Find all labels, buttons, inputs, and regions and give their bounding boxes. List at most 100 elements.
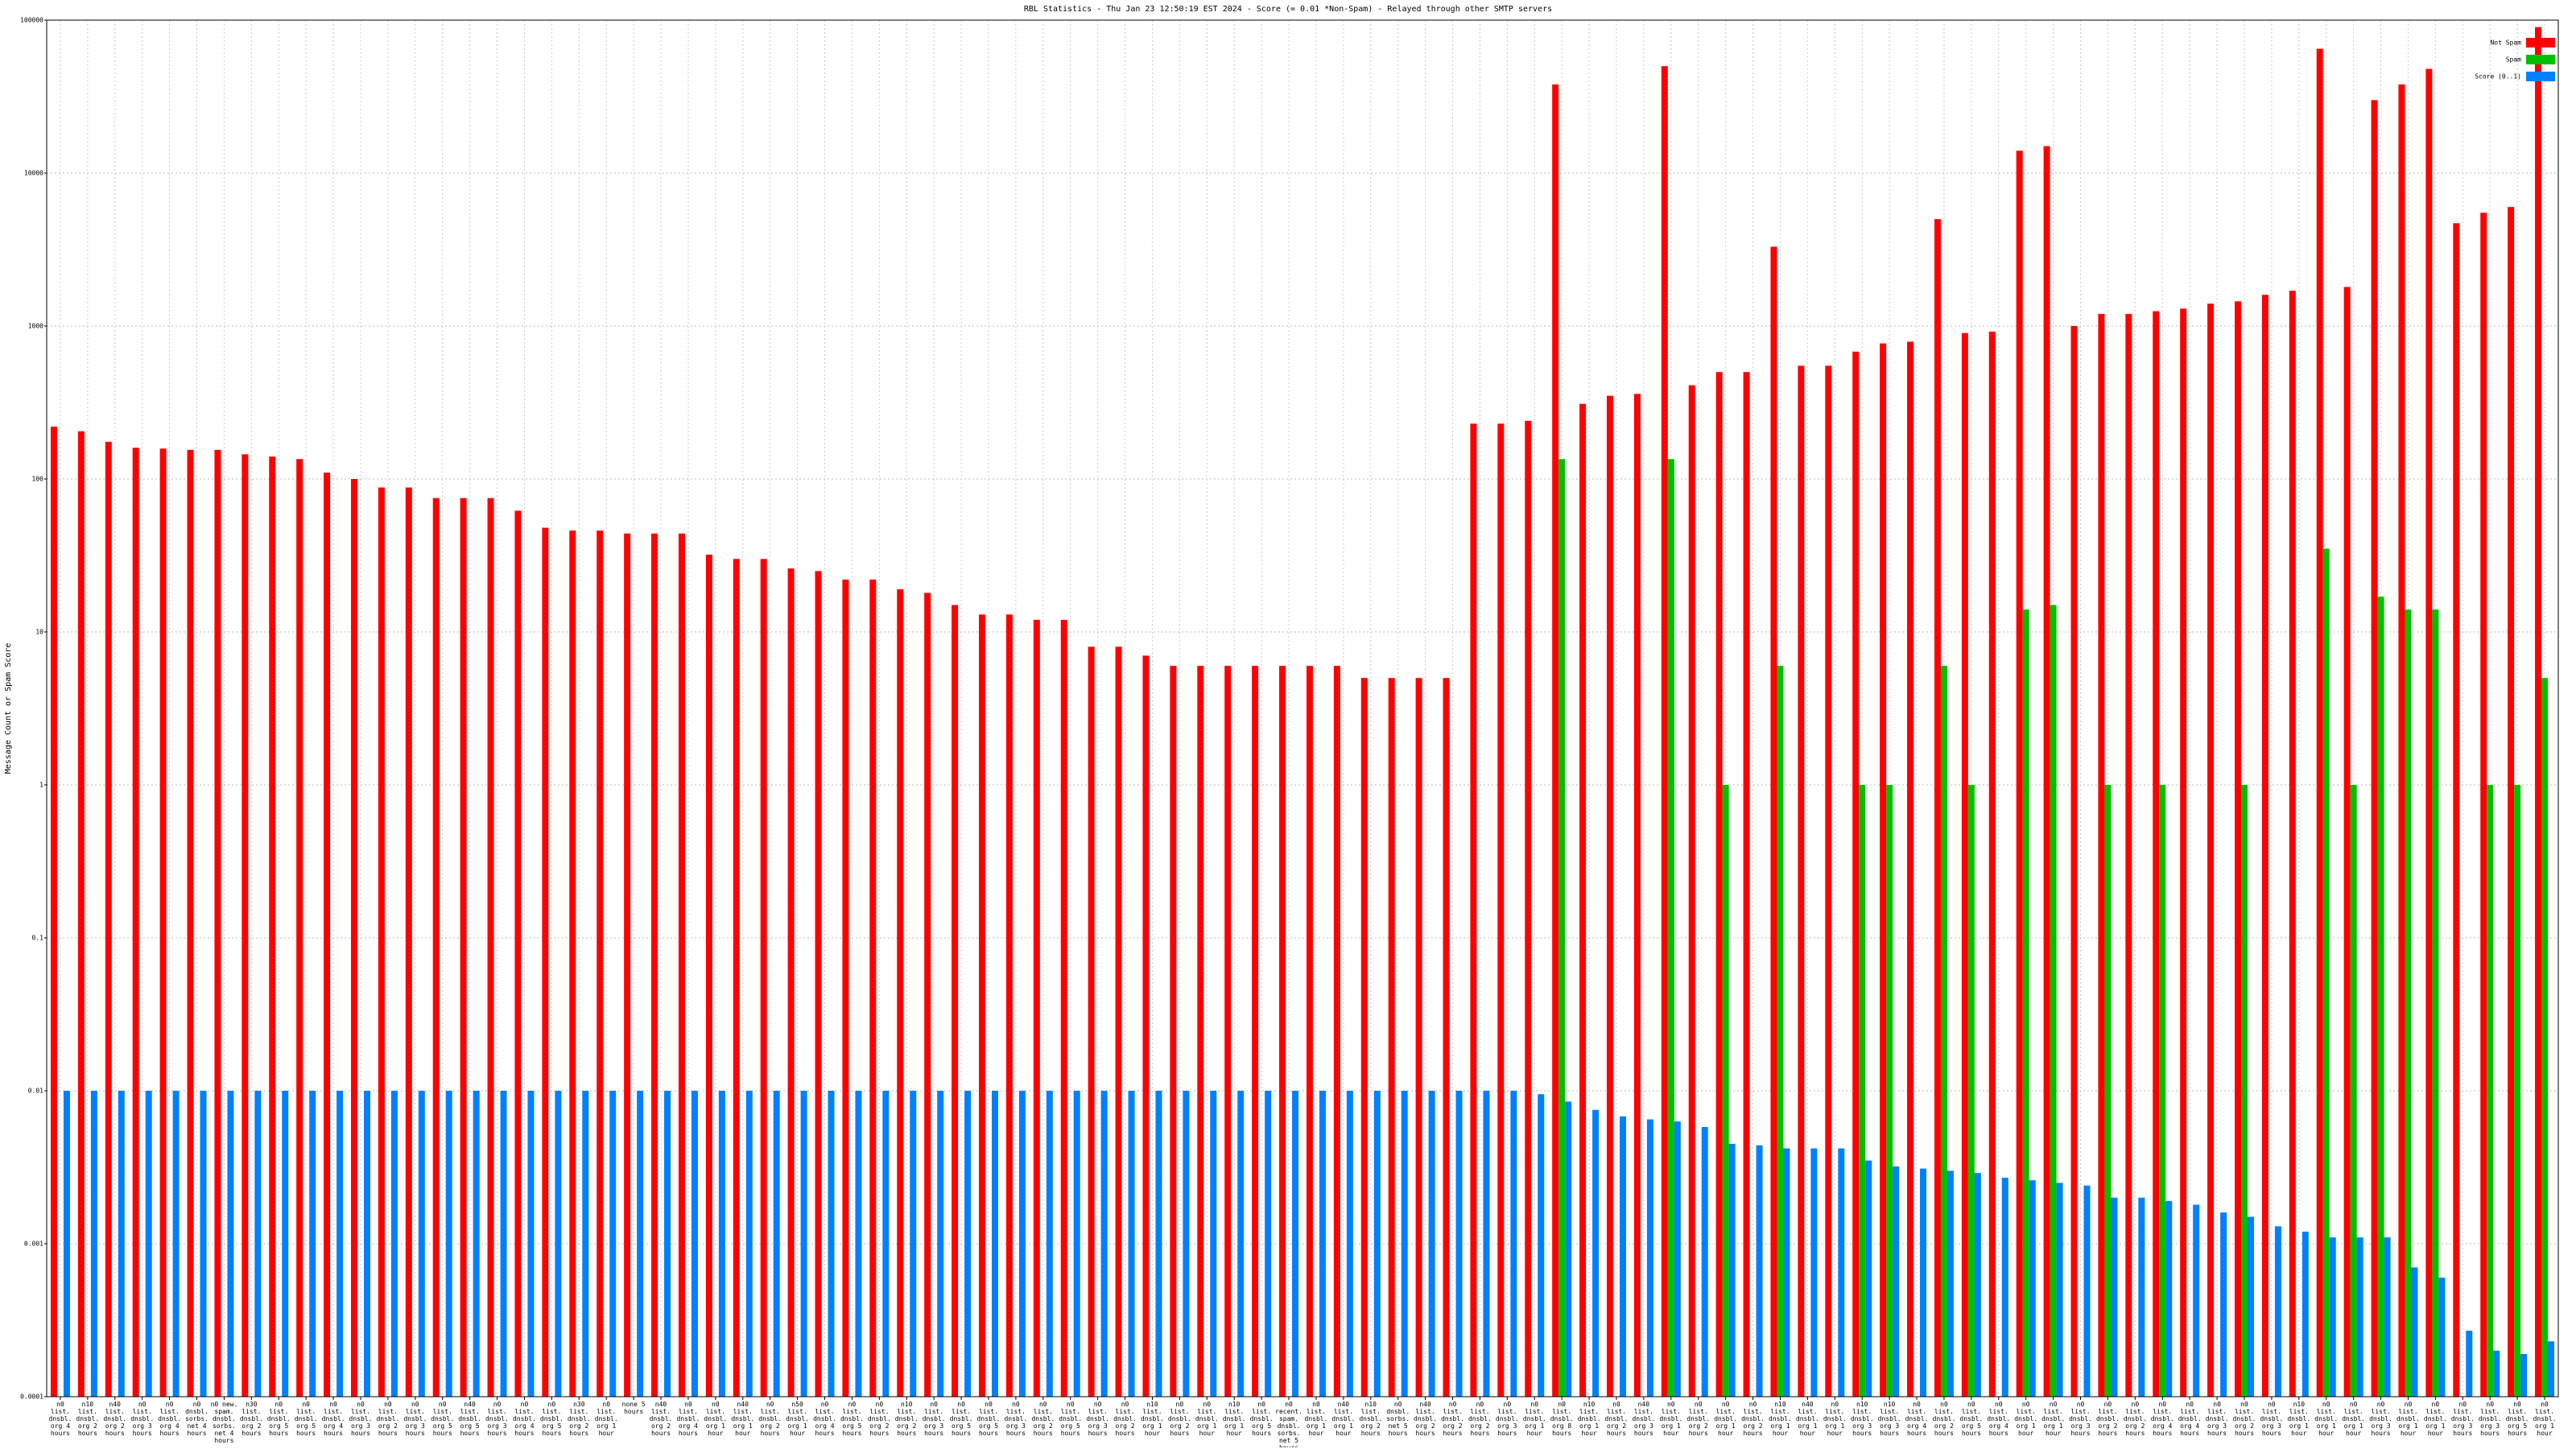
x-tick-label: n0 list. dnsbl. org 2 hours: [2232, 1401, 2256, 1437]
bar: [1825, 365, 1832, 1397]
bar: [773, 1091, 780, 1397]
x-tick-label: n0 list. dnsbl. org 2 hours: [2123, 1401, 2147, 1437]
x-tick-label: n0 list. dnsbl. org 4 hours: [513, 1401, 536, 1437]
x-tick-label: n10 list. dnsbl. org 1 hour: [1769, 1401, 1792, 1437]
x-tick-label: n40 list. dnsbl. org 2 hours: [649, 1401, 673, 1437]
bar: [1483, 1091, 1490, 1397]
x-tick-label: n0 list. dnsbl. org 5 hours: [431, 1401, 455, 1437]
x-tick-label: n0 list. dnsbl. org 1 hour: [2533, 1401, 2557, 1437]
bar: [460, 497, 467, 1397]
bar: [514, 510, 522, 1397]
bar: [1688, 385, 1695, 1397]
x-tick-label: n0 list. dnsbl. org 1 hour: [1823, 1401, 1847, 1437]
x-tick-label: n30 list. dnsbl. org 2 hours: [567, 1401, 591, 1437]
bar: [882, 1091, 890, 1397]
x-tick-label: n10 list. dnsbl. org 1 hour: [1222, 1401, 1246, 1437]
bar: [351, 479, 357, 1397]
bar: [1525, 420, 1532, 1397]
bar: [609, 1091, 617, 1397]
bar: [1974, 1173, 1981, 1397]
x-tick-label: n0 dnsbl. sorbs. net 4 hours: [185, 1401, 208, 1437]
bar: [227, 1091, 234, 1397]
bar: [1388, 678, 1395, 1397]
bar: [1018, 1091, 1026, 1397]
x-tick-label: n0 list. dnsbl. org 1 hour: [2014, 1401, 2038, 1437]
bar: [1443, 678, 1450, 1397]
legend-label: Spam: [2506, 56, 2521, 64]
x-tick-label: n10 list. dnsbl. org 1 hour: [1577, 1401, 1601, 1437]
y-tick-label: 1000: [28, 323, 43, 330]
x-tick-label: n0 list. dnsbl. org 2 hours: [758, 1401, 782, 1437]
x-tick-label: n0 list. dnsbl. org 4 hours: [2178, 1401, 2202, 1437]
bar: [2070, 326, 2078, 1397]
bar: [2193, 1204, 2200, 1397]
bar: [992, 1091, 998, 1397]
bar: [2411, 1267, 2418, 1397]
bar: [2508, 207, 2515, 1397]
bar: [1155, 1091, 1162, 1397]
bar: [733, 559, 740, 1397]
bar: [745, 1091, 753, 1397]
y-tick-label: 0.001: [24, 1241, 43, 1248]
bar: [2329, 1237, 2336, 1397]
bar: [2274, 1226, 2281, 1397]
bar: [1770, 246, 1777, 1397]
x-tick-label: n0 list. dnsbl. org 1 hour: [1304, 1401, 1328, 1437]
x-tick-label: n0 list. dnsbl. org 1 hour: [1195, 1401, 1219, 1437]
bar: [1252, 666, 1259, 1397]
bar: [242, 454, 249, 1397]
bar: [269, 456, 276, 1397]
bar: [1783, 1148, 1790, 1397]
bar: [2541, 678, 2549, 1397]
bar: [664, 1091, 671, 1397]
bar: [1510, 1091, 1517, 1397]
bar: [2438, 1278, 2446, 1397]
bar: [2377, 597, 2384, 1397]
bar: [324, 473, 331, 1397]
x-tick-label: n0 list. dnsbl. org 3 hours: [2205, 1401, 2229, 1437]
bar: [200, 1091, 207, 1397]
bar: [2480, 213, 2487, 1397]
bar: [432, 497, 440, 1397]
bar: [405, 487, 412, 1397]
bar: [1455, 1091, 1463, 1397]
x-tick-label: n0 list. dnsbl. org 5 hours: [976, 1401, 1001, 1437]
bar: [624, 533, 631, 1397]
x-tick-label: n10 list. dnsbl. org 3 hours: [1877, 1401, 1901, 1437]
bar: [473, 1091, 480, 1397]
x-tick-label: n0 list. dnsbl. org 4 hours: [1987, 1401, 2011, 1437]
x-tick-label: n0 list. dnsbl. org 2 hours: [1468, 1401, 1492, 1437]
y-tick-label: 0.0001: [20, 1393, 43, 1401]
legend-swatch: [2526, 55, 2555, 64]
bar: [282, 1091, 289, 1397]
bar: [2261, 295, 2268, 1397]
x-tick-label: n50 list. dnsbl. org 1 hour: [786, 1401, 810, 1437]
bar: [309, 1091, 316, 1397]
x-tick-label: n40 list. dnsbl. org 2 hours: [1414, 1401, 1438, 1437]
x-tick-label: n0 list. dnsbl. org 2 hours: [1686, 1401, 1711, 1437]
bar: [2466, 1331, 2473, 1397]
bar: [2398, 84, 2405, 1397]
bar: [2493, 1350, 2500, 1397]
x-tick-label: n40 list. dnsbl. org 5 hours: [458, 1401, 482, 1437]
bar: [1224, 666, 1232, 1397]
y-tick-label: 0.1: [32, 935, 44, 942]
bar: [378, 487, 385, 1397]
bar: [1940, 666, 1947, 1397]
y-tick-label: 100: [32, 476, 44, 483]
bar: [1838, 1148, 1845, 1397]
bar: [979, 614, 985, 1397]
bar: [1401, 1091, 1408, 1397]
x-tick-label: n0 list. dnsbl. org 3 hours: [2450, 1401, 2475, 1437]
bar: [1810, 1148, 1818, 1397]
bar: [2384, 1237, 2391, 1397]
bar: [254, 1091, 262, 1397]
bar: [2111, 1197, 2118, 1397]
bar: [1728, 1143, 1736, 1397]
bar: [1715, 372, 1723, 1397]
bar: [1722, 785, 1729, 1397]
bar: [2535, 27, 2542, 1397]
bar: [1920, 1168, 1927, 1397]
bar: [1538, 1094, 1545, 1397]
